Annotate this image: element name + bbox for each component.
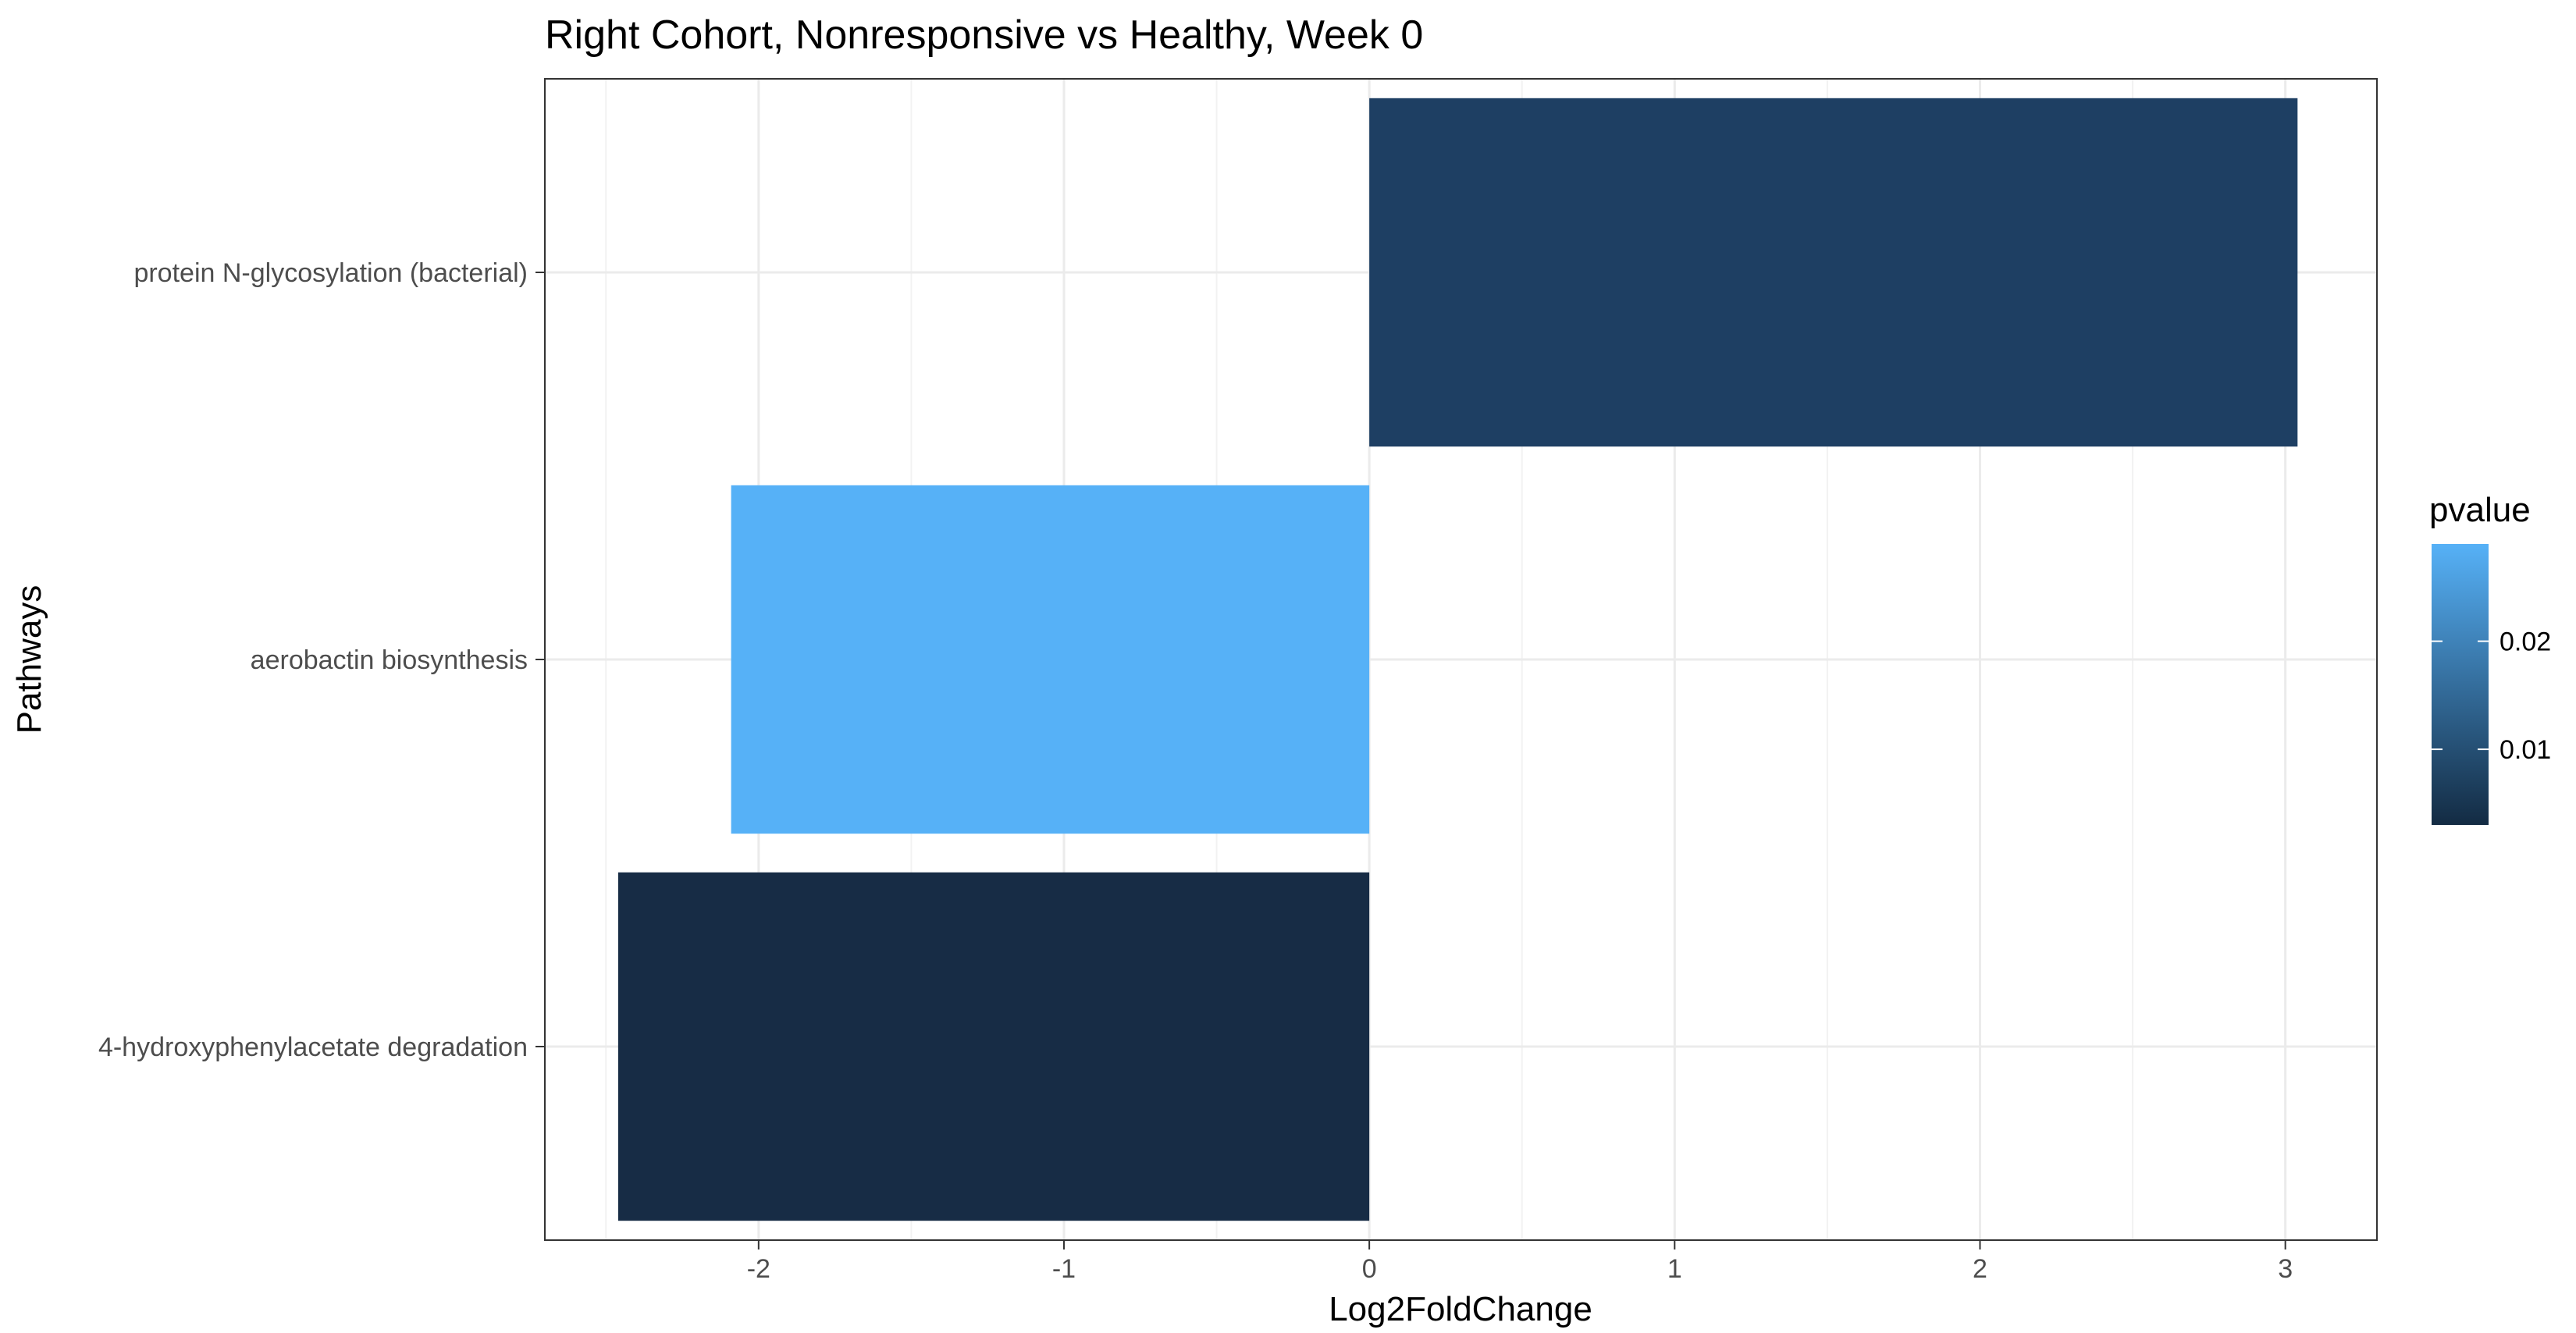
x-tick-label: 3 (2278, 1254, 2293, 1284)
x-tick-label: 0 (1362, 1254, 1377, 1284)
legend: pvalue 0.01 0.02 (2429, 491, 2551, 825)
x-axis: -2 -1 0 1 2 3 (747, 1240, 2293, 1284)
y-tick-label: aerobactin biosynthesis (251, 645, 528, 675)
x-tick-label: 1 (1667, 1254, 1682, 1284)
x-tick-label: -2 (747, 1254, 770, 1284)
bar (1369, 98, 2298, 447)
x-axis-title: Log2FoldChange (1329, 1290, 1592, 1328)
bars (617, 98, 2298, 1221)
legend-colorbar (2432, 544, 2489, 825)
legend-tick-label: 0.02 (2500, 627, 2551, 657)
bar (731, 485, 1370, 834)
legend-title: pvalue (2429, 491, 2531, 529)
x-tick-label: -1 (1052, 1254, 1076, 1284)
chart-title: Right Cohort, Nonresponsive vs Healthy, … (545, 12, 1423, 58)
legend-ticks: 0.01 0.02 (2432, 627, 2551, 765)
legend-tick-label: 0.01 (2500, 735, 2551, 765)
bar (617, 872, 1370, 1221)
y-tick-label: 4-hydroxyphenylacetate degradation (98, 1033, 528, 1062)
y-tick-label: protein N-glycosylation (bacterial) (133, 258, 528, 288)
y-axis-title: Pathways (10, 585, 48, 734)
y-axis: protein N-glycosylation (bacterial) aerob… (98, 258, 545, 1062)
x-tick-label: 2 (1973, 1254, 1987, 1284)
